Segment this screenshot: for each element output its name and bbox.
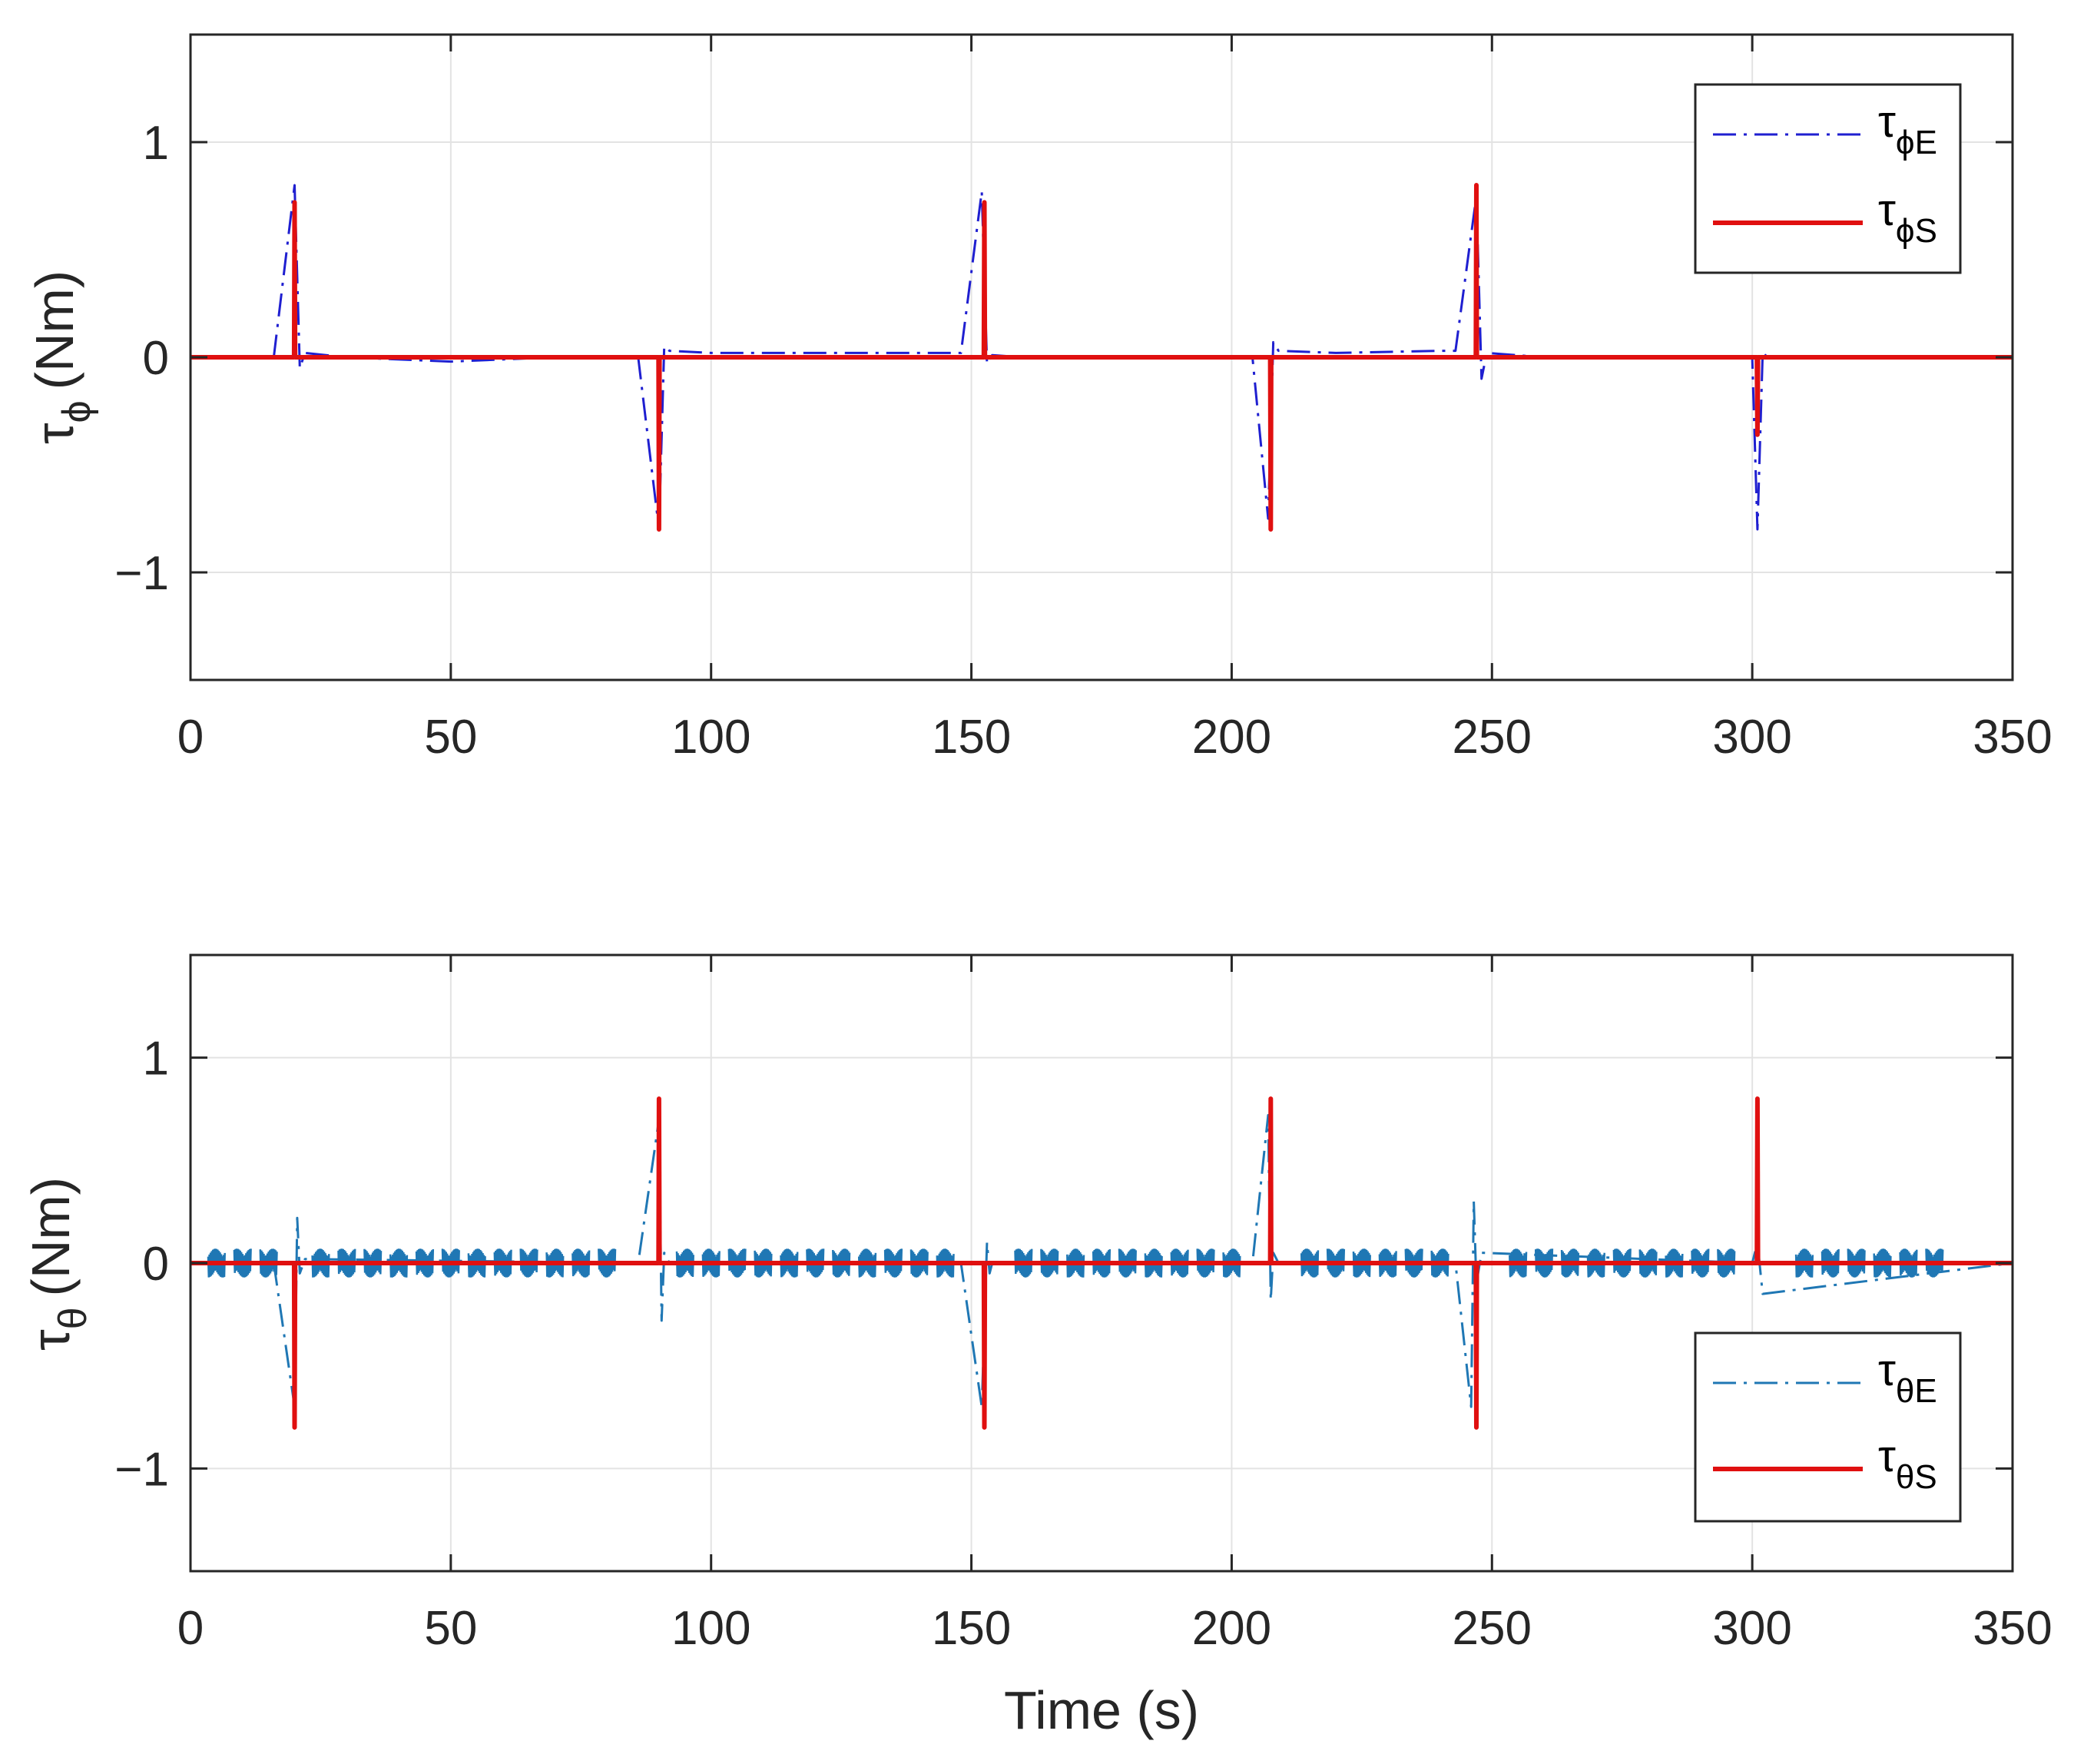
estimate-noise-burst <box>1873 1248 1892 1278</box>
legend-label-setpoint: τθS <box>1878 1431 1937 1496</box>
y-tick-label: −1 <box>114 1443 169 1496</box>
y-tick-label: −1 <box>114 547 169 600</box>
y-tick-label: 1 <box>143 117 169 170</box>
estimate-noise-burst <box>467 1248 486 1278</box>
estimate-noise-burst <box>1066 1248 1085 1278</box>
estimate-noise-burst <box>1794 1248 1814 1278</box>
legend-box <box>1694 83 1962 274</box>
panel-pitch-torque: 0 50 100 150 200 250 300 350 −1 0 1 τθ(Nm) Time (s… <box>21 953 2052 1740</box>
x-tick-label: 100 <box>671 1602 750 1655</box>
y-tick-label: 1 <box>143 1033 169 1086</box>
x-tick-label: 0 <box>177 711 204 764</box>
tick-marks <box>189 35 2014 680</box>
x-tick-label: 300 <box>1712 1602 1791 1655</box>
x-tick-label: 200 <box>1192 711 1271 764</box>
y-axis-label: τϕ(Nm) <box>25 270 99 444</box>
legend: τθE τθS <box>1694 1331 1962 1523</box>
legend-label-estimated: τϕE <box>1878 97 1937 161</box>
legend: τϕE τϕS <box>1694 83 1962 274</box>
x-axis-label: Time (s) <box>1004 1680 1199 1740</box>
estimate-noise-burst <box>1352 1248 1371 1278</box>
estimate-noise-burst <box>1586 1248 1605 1278</box>
tick-marks <box>189 955 2014 1571</box>
x-tick-label: 0 <box>177 1602 204 1655</box>
plot-lines <box>191 183 2013 532</box>
series-line-setpoint <box>191 183 2013 532</box>
legend-box <box>1694 1331 1962 1523</box>
estimate-noise-burst <box>857 1248 877 1278</box>
estimate-noise-burst <box>207 1248 226 1278</box>
estimate-noise-burst <box>1144 1248 1163 1278</box>
plot-lines <box>191 1096 2013 1430</box>
estimate-noise-burst <box>1378 1248 1397 1278</box>
y-tick-label: 0 <box>143 1238 169 1291</box>
x-tick-label: 50 <box>424 711 477 764</box>
x-tick-label: 50 <box>424 1602 477 1655</box>
estimate-noise-burst <box>311 1248 330 1278</box>
legend-label-setpoint: τϕS <box>1878 185 1937 250</box>
estimate-noise-burst <box>701 1248 721 1278</box>
estimate-noise-burst <box>754 1248 773 1278</box>
x-tick-label: 200 <box>1192 1602 1271 1655</box>
tick-labels: 0 50 100 150 200 250 300 350 −1 0 1 <box>114 1033 2052 1655</box>
estimate-noise-burst <box>1222 1248 1241 1278</box>
tick-labels: 0 50 100 150 200 250 300 350 −1 0 1 <box>114 117 2052 764</box>
y-tick-label: 0 <box>143 332 169 385</box>
legend-label-estimated: τθE <box>1878 1345 1937 1410</box>
estimate-noise-burst <box>572 1248 591 1278</box>
x-tick-label: 150 <box>932 1602 1011 1655</box>
estimate-noise-burst <box>936 1248 955 1278</box>
x-tick-label: 250 <box>1453 1602 1532 1655</box>
estimate-noise-burst <box>1430 1248 1449 1278</box>
panel-roll-torque: 0 50 100 150 200 250 300 350 −1 0 1 τϕ(Nm) τϕE τϕS <box>25 33 2052 764</box>
estimate-noise-burst <box>780 1248 799 1278</box>
x-tick-label: 300 <box>1712 711 1791 764</box>
estimate-noise-burst <box>545 1248 565 1278</box>
estimate-noise-burst <box>675 1248 694 1278</box>
estimate-noise-burst <box>1665 1248 1684 1278</box>
y-axis-label-subscript: ϕ <box>55 400 99 423</box>
estimate-noise-burst <box>1300 1248 1320 1278</box>
estimate-noise-burst <box>1509 1248 1528 1278</box>
x-tick-label: 350 <box>1973 1602 2052 1655</box>
x-tick-label: 100 <box>671 711 750 764</box>
y-axis-label-subscript: θ <box>51 1307 95 1329</box>
series-line-setpoint <box>191 1096 2013 1430</box>
estimate-noise-burst <box>389 1248 409 1278</box>
x-tick-label: 150 <box>932 711 1011 764</box>
y-axis-label: τθ(Nm) <box>21 1177 95 1351</box>
x-tick-label: 250 <box>1453 711 1532 764</box>
x-tick-label: 350 <box>1973 711 2052 764</box>
